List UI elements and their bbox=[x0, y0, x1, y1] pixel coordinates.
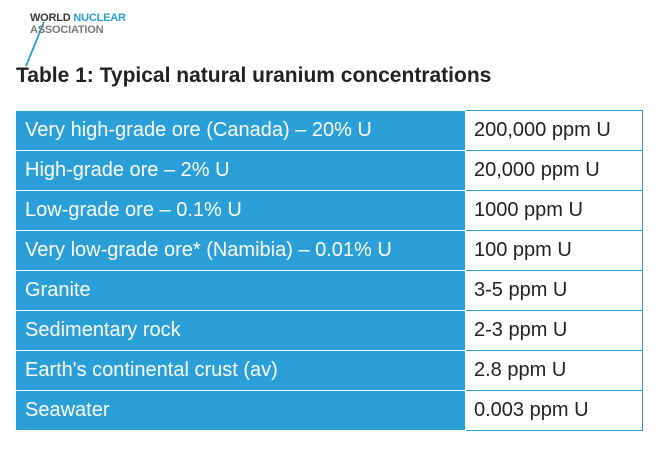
concentration-cell: 200,000 ppm U bbox=[465, 110, 643, 151]
logo-word: ASSOCIATION bbox=[30, 24, 104, 36]
concentration-cell: 3-5 ppm U bbox=[465, 270, 643, 311]
source-cell: Very low-grade ore* (Namibia) – 0.01% U bbox=[15, 230, 466, 271]
concentration-cell: 20,000 ppm U bbox=[465, 150, 643, 191]
table: Very high-grade ore (Canada) – 20% U 200,… bbox=[15, 110, 643, 431]
source-cell: Granite bbox=[15, 270, 466, 311]
table-row: Granite 3-5 ppm U bbox=[15, 270, 643, 311]
concentration-cell: 0.003 ppm U bbox=[465, 390, 643, 431]
concentration-cell: 2.8 ppm U bbox=[465, 350, 643, 391]
source-cell: Sedimentary rock bbox=[15, 310, 466, 351]
table-row: High-grade ore – 2% U 20,000 ppm U bbox=[15, 150, 643, 191]
concentration-cell: 100 ppm U bbox=[465, 230, 643, 271]
table-row: Earth's continental crust (av) 2.8 ppm U bbox=[15, 350, 643, 391]
logo-word: NUCLEAR bbox=[73, 12, 126, 24]
logo-text: WORLD NUCLEAR ASSOCIATION bbox=[30, 12, 126, 36]
source-cell: High-grade ore – 2% U bbox=[15, 150, 466, 191]
title: Table 1: Typical natural uranium concent… bbox=[16, 64, 492, 87]
concentration-cell: 2-3 ppm U bbox=[465, 310, 643, 351]
logo-word: WORLD bbox=[30, 12, 71, 24]
concentration-cell: 1000 ppm U bbox=[465, 190, 643, 231]
source-cell: Seawater bbox=[15, 390, 466, 431]
source-cell: Earth's continental crust (av) bbox=[15, 350, 466, 391]
source-cell: Very high-grade ore (Canada) – 20% U bbox=[15, 110, 466, 151]
table-row: Very high-grade ore (Canada) – 20% U 200,… bbox=[15, 110, 643, 151]
source-cell: Low-grade ore – 0.1% U bbox=[15, 190, 466, 231]
table-row: Seawater 0.003 ppm U bbox=[15, 390, 643, 431]
table-row: Low-grade ore – 0.1% U 1000 ppm U bbox=[15, 190, 643, 231]
table-row: Sedimentary rock 2-3 ppm U bbox=[15, 310, 643, 351]
